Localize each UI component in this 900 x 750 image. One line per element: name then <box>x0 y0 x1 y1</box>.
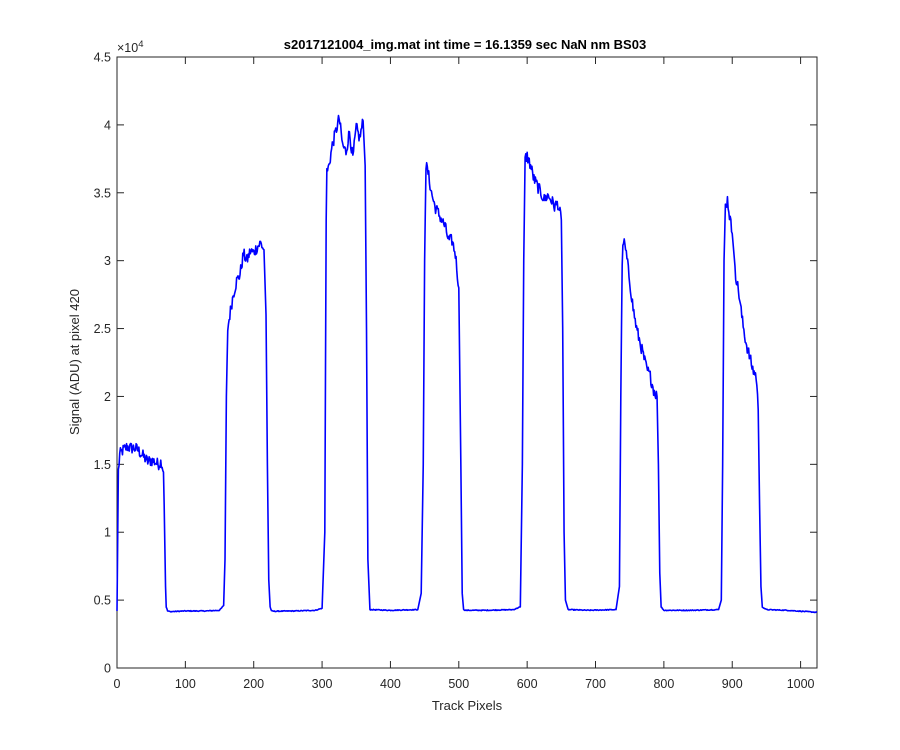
y-tick-label: 1 <box>104 526 111 540</box>
x-tick-label: 200 <box>243 677 264 691</box>
x-tick-label: 400 <box>380 677 401 691</box>
plot-area <box>116 56 818 669</box>
chart-title: s2017121004_img.mat int time = 16.1359 s… <box>284 37 646 52</box>
data-layer <box>116 114 818 614</box>
x-tick-label: 700 <box>585 677 606 691</box>
y-tick-label: 3 <box>104 254 111 268</box>
x-tick-label: 0 <box>114 677 121 691</box>
y-exponent-power: 4 <box>138 39 143 50</box>
svg-text:×104: ×104 <box>117 39 144 55</box>
x-tick-label: 1000 <box>787 677 815 691</box>
x-tick-label: 900 <box>722 677 743 691</box>
y-tick-label: 1.5 <box>94 458 111 472</box>
x-tick-label: 600 <box>517 677 538 691</box>
y-tick-label: 2 <box>104 390 111 404</box>
y-tick-label: 0.5 <box>94 594 111 608</box>
y-tick-label: 4.5 <box>94 51 111 65</box>
y-exponent-label: ×104 <box>117 39 144 55</box>
y-tick-label: 0 <box>104 662 111 676</box>
signal-line <box>116 114 818 614</box>
y-tick-label: 3.5 <box>94 186 111 200</box>
x-tick-label: 100 <box>175 677 196 691</box>
x-tick-label: 800 <box>653 677 674 691</box>
x-axis-label: Track Pixels <box>432 698 503 713</box>
x-tick-label: 300 <box>312 677 333 691</box>
axis-ticks: 0 100 200 300 400 500 600 700 800 900 1000 0 0.5 1 1.5… <box>94 51 817 691</box>
y-tick-label: 2.5 <box>94 322 111 336</box>
y-tick-label: 4 <box>104 118 111 132</box>
y-exponent-base: ×10 <box>117 41 138 55</box>
y-axis-label: Signal (ADU) at pixel 420 <box>67 289 82 435</box>
x-tick-label: 500 <box>448 677 469 691</box>
